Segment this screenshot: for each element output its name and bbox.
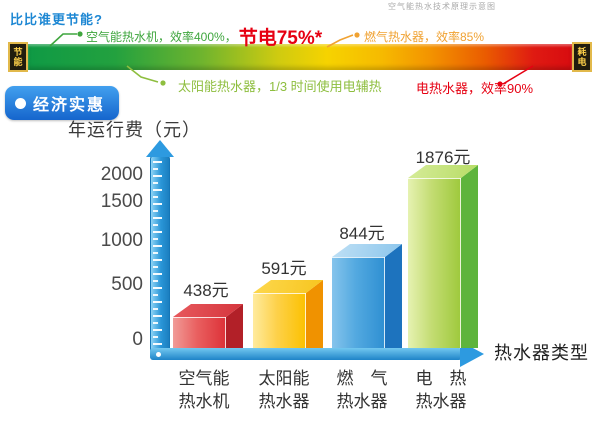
bar-face [173,304,243,317]
x-category-air: 空气能 热水机 [159,367,249,413]
x-category-electric: 电 热 热水器 [396,367,486,413]
category-line: 电 热 [415,369,467,388]
page-title: 比比谁更节能? [10,12,103,27]
x-category-solar: 太阳能 热水器 [239,367,329,413]
bar-face [332,244,402,257]
category-line: 太阳能 [258,369,310,388]
callout-air-highlight: 节电75%* [238,27,323,49]
axis-origin-dot [156,352,161,357]
section-badge-label: 经济实惠 [33,97,106,114]
y-tick-2000: 2000 [100,164,143,185]
x-axis-title: 热水器类型 [494,343,589,363]
watermark-text: 空气能热水技术原理示意图 [388,2,496,11]
efficiency-gradient-bar [28,44,572,70]
y-axis-ruler [150,155,170,360]
bar-value-label: 591元 [261,259,307,278]
bar-face [461,165,478,348]
callout-gas-heater: 燃气热水器，效率85% [364,30,485,44]
bar-face [408,165,478,178]
bar-gas [332,244,402,348]
bar-face [253,280,323,293]
section-badge: 经济实惠 [5,86,120,120]
energy-saving-cap: 节能 [8,42,28,72]
bar-solar [253,280,323,348]
bar-face [385,244,402,348]
energy-consuming-cap: 耗电 [572,42,592,72]
x-category-gas: 燃 气 热水器 [317,367,407,413]
bar-value-label: 844元 [339,224,385,243]
y-tick-1000: 1000 [100,230,143,251]
bar-face [306,280,323,348]
category-line: 热水器 [336,392,388,411]
bar-air-energy [173,304,243,348]
bullet-icon [15,97,26,109]
callout-solar-heater: 太阳能热水器，1/3 时间使用电辅热 [178,79,382,94]
callout-air-text: 空气能热水机，效率400%， [86,29,237,44]
category-line: 热水机 [178,392,230,411]
bar-face [253,293,306,348]
bar-value-label: 1876元 [415,148,471,167]
category-line: 热水器 [415,392,467,411]
x-axis-bar [150,348,462,360]
y-axis-arrow-icon [146,140,174,157]
bar-face [173,317,226,348]
callout-electric-heater: 电热水器，效率90% [416,81,534,96]
category-line: 热水器 [258,392,310,411]
y-tick-500: 500 [111,274,143,295]
y-axis-title: 年运行费（元） [68,120,201,140]
bar-value-label: 438元 [183,281,229,300]
callout-air-heater: 空气能热水机，效率400%， 节电75%* [86,24,323,49]
bar-face [226,304,243,348]
category-line: 空气能 [178,369,230,388]
bar-face [332,257,385,348]
y-tick-0: 0 [132,329,143,350]
bar-face [408,178,461,348]
y-tick-1500: 1500 [100,191,143,212]
bar-electric [408,165,478,348]
category-line: 燃 气 [336,369,388,388]
